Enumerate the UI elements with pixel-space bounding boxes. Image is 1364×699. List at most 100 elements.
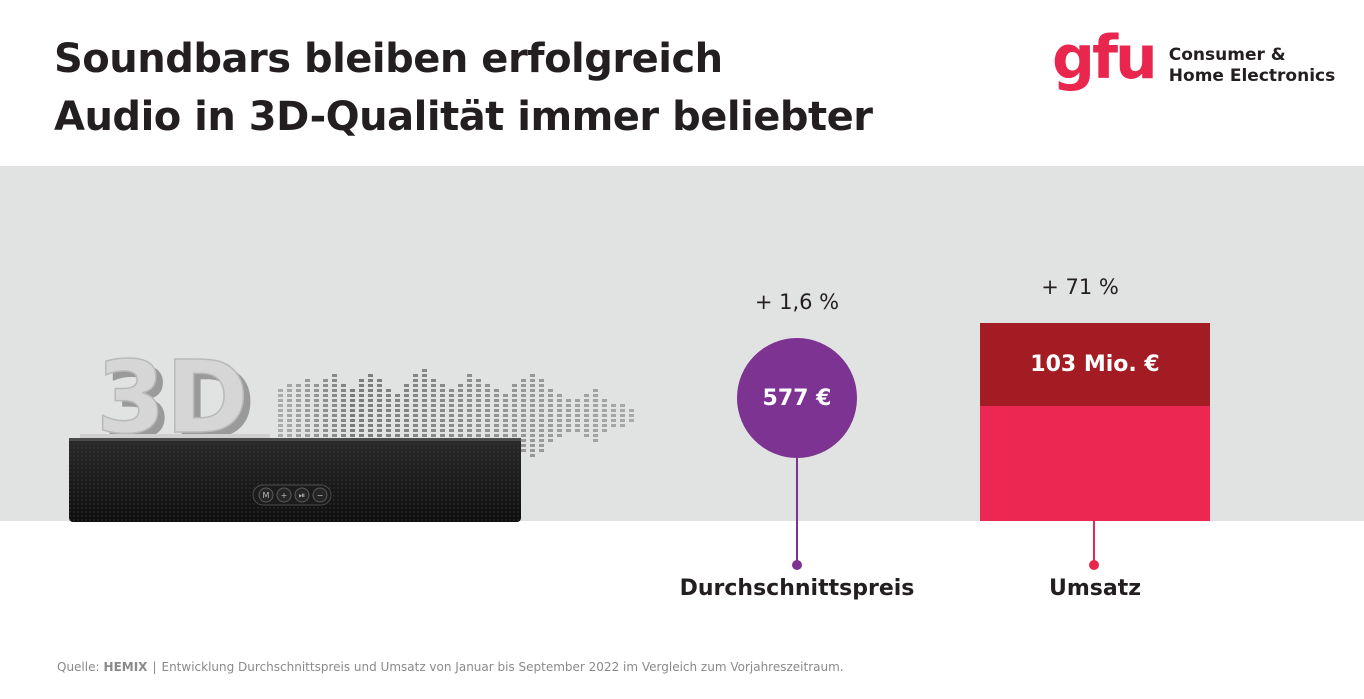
wave-segment: [521, 394, 526, 397]
wave-segment: [323, 419, 328, 422]
soundbar-grille: [69, 438, 521, 522]
wave-segment: [305, 414, 310, 417]
wave-segment: [557, 434, 562, 437]
wave-segment: [287, 414, 292, 417]
wave-segment: [521, 419, 526, 422]
wave-segment: [575, 419, 580, 422]
wave-segment: [287, 394, 292, 397]
wave-segment: [314, 399, 319, 402]
wave-segment: [287, 424, 292, 427]
wave-segment: [413, 434, 418, 437]
wave-segment: [620, 419, 625, 422]
wave-segment: [530, 419, 535, 422]
wave-segment: [422, 369, 427, 372]
revenue-label: Umsatz: [1048, 576, 1142, 601]
wave-segment: [620, 404, 625, 407]
wave-segment: [467, 414, 472, 417]
wave-segment: [431, 434, 436, 437]
wave-segment: [521, 444, 526, 447]
wave-segment: [287, 409, 292, 412]
wave-segment: [629, 409, 634, 412]
wave-segment: [332, 374, 337, 377]
wave-segment: [593, 399, 598, 402]
wave-segment: [341, 409, 346, 412]
wave-segment: [431, 424, 436, 427]
wave-segment: [323, 404, 328, 407]
wave-segment: [332, 389, 337, 392]
wave-segment: [431, 429, 436, 432]
page-title: Soundbars bleiben erfolgreich: [54, 36, 723, 82]
wave-segment: [602, 414, 607, 417]
wave-segment: [368, 419, 373, 422]
wave-segment: [467, 374, 472, 377]
wave-segment: [377, 429, 382, 432]
wave-segment: [341, 414, 346, 417]
wave-segment: [611, 424, 616, 427]
wave-segment: [287, 384, 292, 387]
wave-segment: [494, 404, 499, 407]
wave-segment: [548, 399, 553, 402]
wave-segment: [503, 404, 508, 407]
wave-segment: [494, 389, 499, 392]
wave-segment: [368, 409, 373, 412]
wave-segment: [593, 414, 598, 417]
wave-segment: [485, 394, 490, 397]
soundbar-control-strip: [252, 484, 332, 506]
wave-segment: [377, 434, 382, 437]
wave-segment: [377, 404, 382, 407]
wave-segment: [512, 409, 517, 412]
wave-segment: [368, 414, 373, 417]
wave-segment: [440, 409, 445, 412]
wave-segment: [323, 384, 328, 387]
wave-segment: [449, 419, 454, 422]
wave-segment: [476, 404, 481, 407]
wave-segment: [584, 394, 589, 397]
wave-segment: [512, 429, 517, 432]
wave-segment: [449, 434, 454, 437]
wave-segment: [314, 434, 319, 437]
soundbar-button-label: −: [317, 491, 324, 500]
wave-segment: [278, 434, 283, 437]
wave-segment: [530, 404, 535, 407]
wave-segment: [467, 409, 472, 412]
wave-segment: [530, 394, 535, 397]
wave-segment: [386, 389, 391, 392]
wave-segment: [620, 424, 625, 427]
source-separator: |: [152, 660, 157, 674]
wave-segment: [350, 394, 355, 397]
wave-segment: [485, 399, 490, 402]
wave-segment: [449, 414, 454, 417]
wave-segment: [566, 399, 571, 402]
wave-segment: [404, 394, 409, 397]
wave-segment: [467, 399, 472, 402]
soundbar-top-edge: [69, 438, 521, 441]
wave-segment: [494, 434, 499, 437]
wave-segment: [332, 404, 337, 407]
wave-segment: [341, 384, 346, 387]
wave-segment: [611, 414, 616, 417]
wave-segment: [539, 394, 544, 397]
wave-segment: [332, 414, 337, 417]
wave-segment: [557, 424, 562, 427]
wave-segment: [548, 419, 553, 422]
soundbar-button-label: ⏯: [299, 491, 305, 500]
wave-segment: [512, 414, 517, 417]
wave-segment: [602, 404, 607, 407]
wave-segment: [512, 399, 517, 402]
wave-segment: [521, 439, 526, 442]
wave-segment: [341, 394, 346, 397]
wave-segment: [530, 409, 535, 412]
wave-segment: [368, 379, 373, 382]
soundbar-button-label: M: [263, 491, 270, 500]
wave-segment: [305, 429, 310, 432]
wave-segment: [521, 449, 526, 452]
wave-segment: [467, 389, 472, 392]
wave-segment: [368, 404, 373, 407]
wave-segment: [575, 409, 580, 412]
wave-segment: [350, 424, 355, 427]
wave-segment: [557, 409, 562, 412]
wave-segment: [323, 434, 328, 437]
wave-segment: [431, 399, 436, 402]
wave-segment: [548, 409, 553, 412]
wave-segment: [368, 424, 373, 427]
